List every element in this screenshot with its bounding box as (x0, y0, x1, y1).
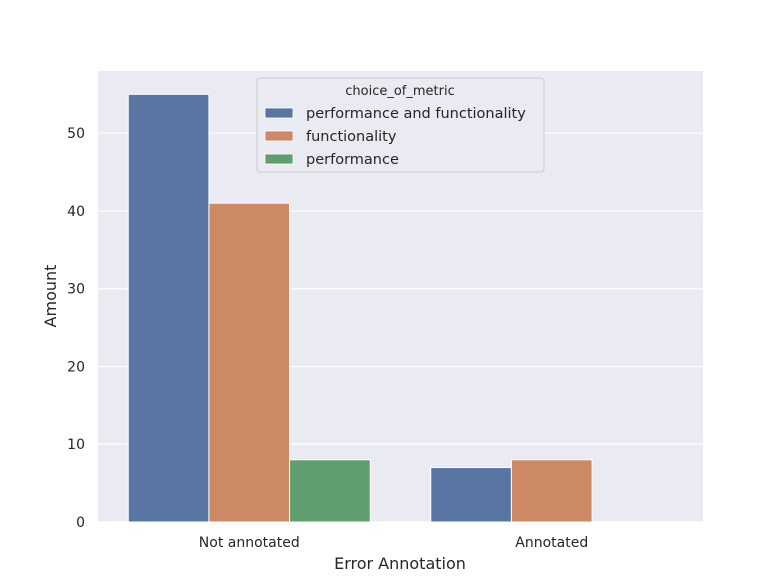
y-tick-labels: 0 10 20 30 40 50 (67, 126, 85, 531)
legend-swatch (264, 153, 294, 165)
legend-label: performance and functionality (306, 106, 526, 122)
y-axis-label: Amount (41, 265, 60, 328)
legend-label: performance (306, 152, 399, 168)
bar (127, 93, 210, 523)
legend-title: choice_of_metric (345, 84, 455, 99)
x-tick-label: Annotated (515, 535, 588, 551)
legend-label: functionality (306, 129, 397, 145)
legend-items: performance and functionality functionali… (264, 106, 526, 168)
bar (208, 202, 291, 523)
legend-swatch (264, 130, 294, 142)
x-tick-labels: Not annotated Annotated (199, 535, 588, 551)
x-tick-label: Not annotated (199, 535, 300, 551)
bar (510, 459, 593, 523)
y-tick-label: 50 (67, 126, 85, 142)
bars (127, 93, 593, 523)
y-tick-label: 40 (67, 204, 85, 220)
x-axis-label: Error Annotation (334, 554, 466, 573)
legend-swatch (264, 107, 294, 119)
legend: choice_of_metric performance and functio… (256, 77, 545, 173)
y-tick-label: 0 (76, 515, 85, 531)
legend-box (256, 77, 545, 173)
y-tick-label: 30 (67, 282, 85, 298)
y-tick-label: 10 (67, 437, 85, 453)
y-tick-label: 20 (67, 359, 85, 375)
bar (289, 459, 371, 523)
bar (430, 467, 512, 523)
